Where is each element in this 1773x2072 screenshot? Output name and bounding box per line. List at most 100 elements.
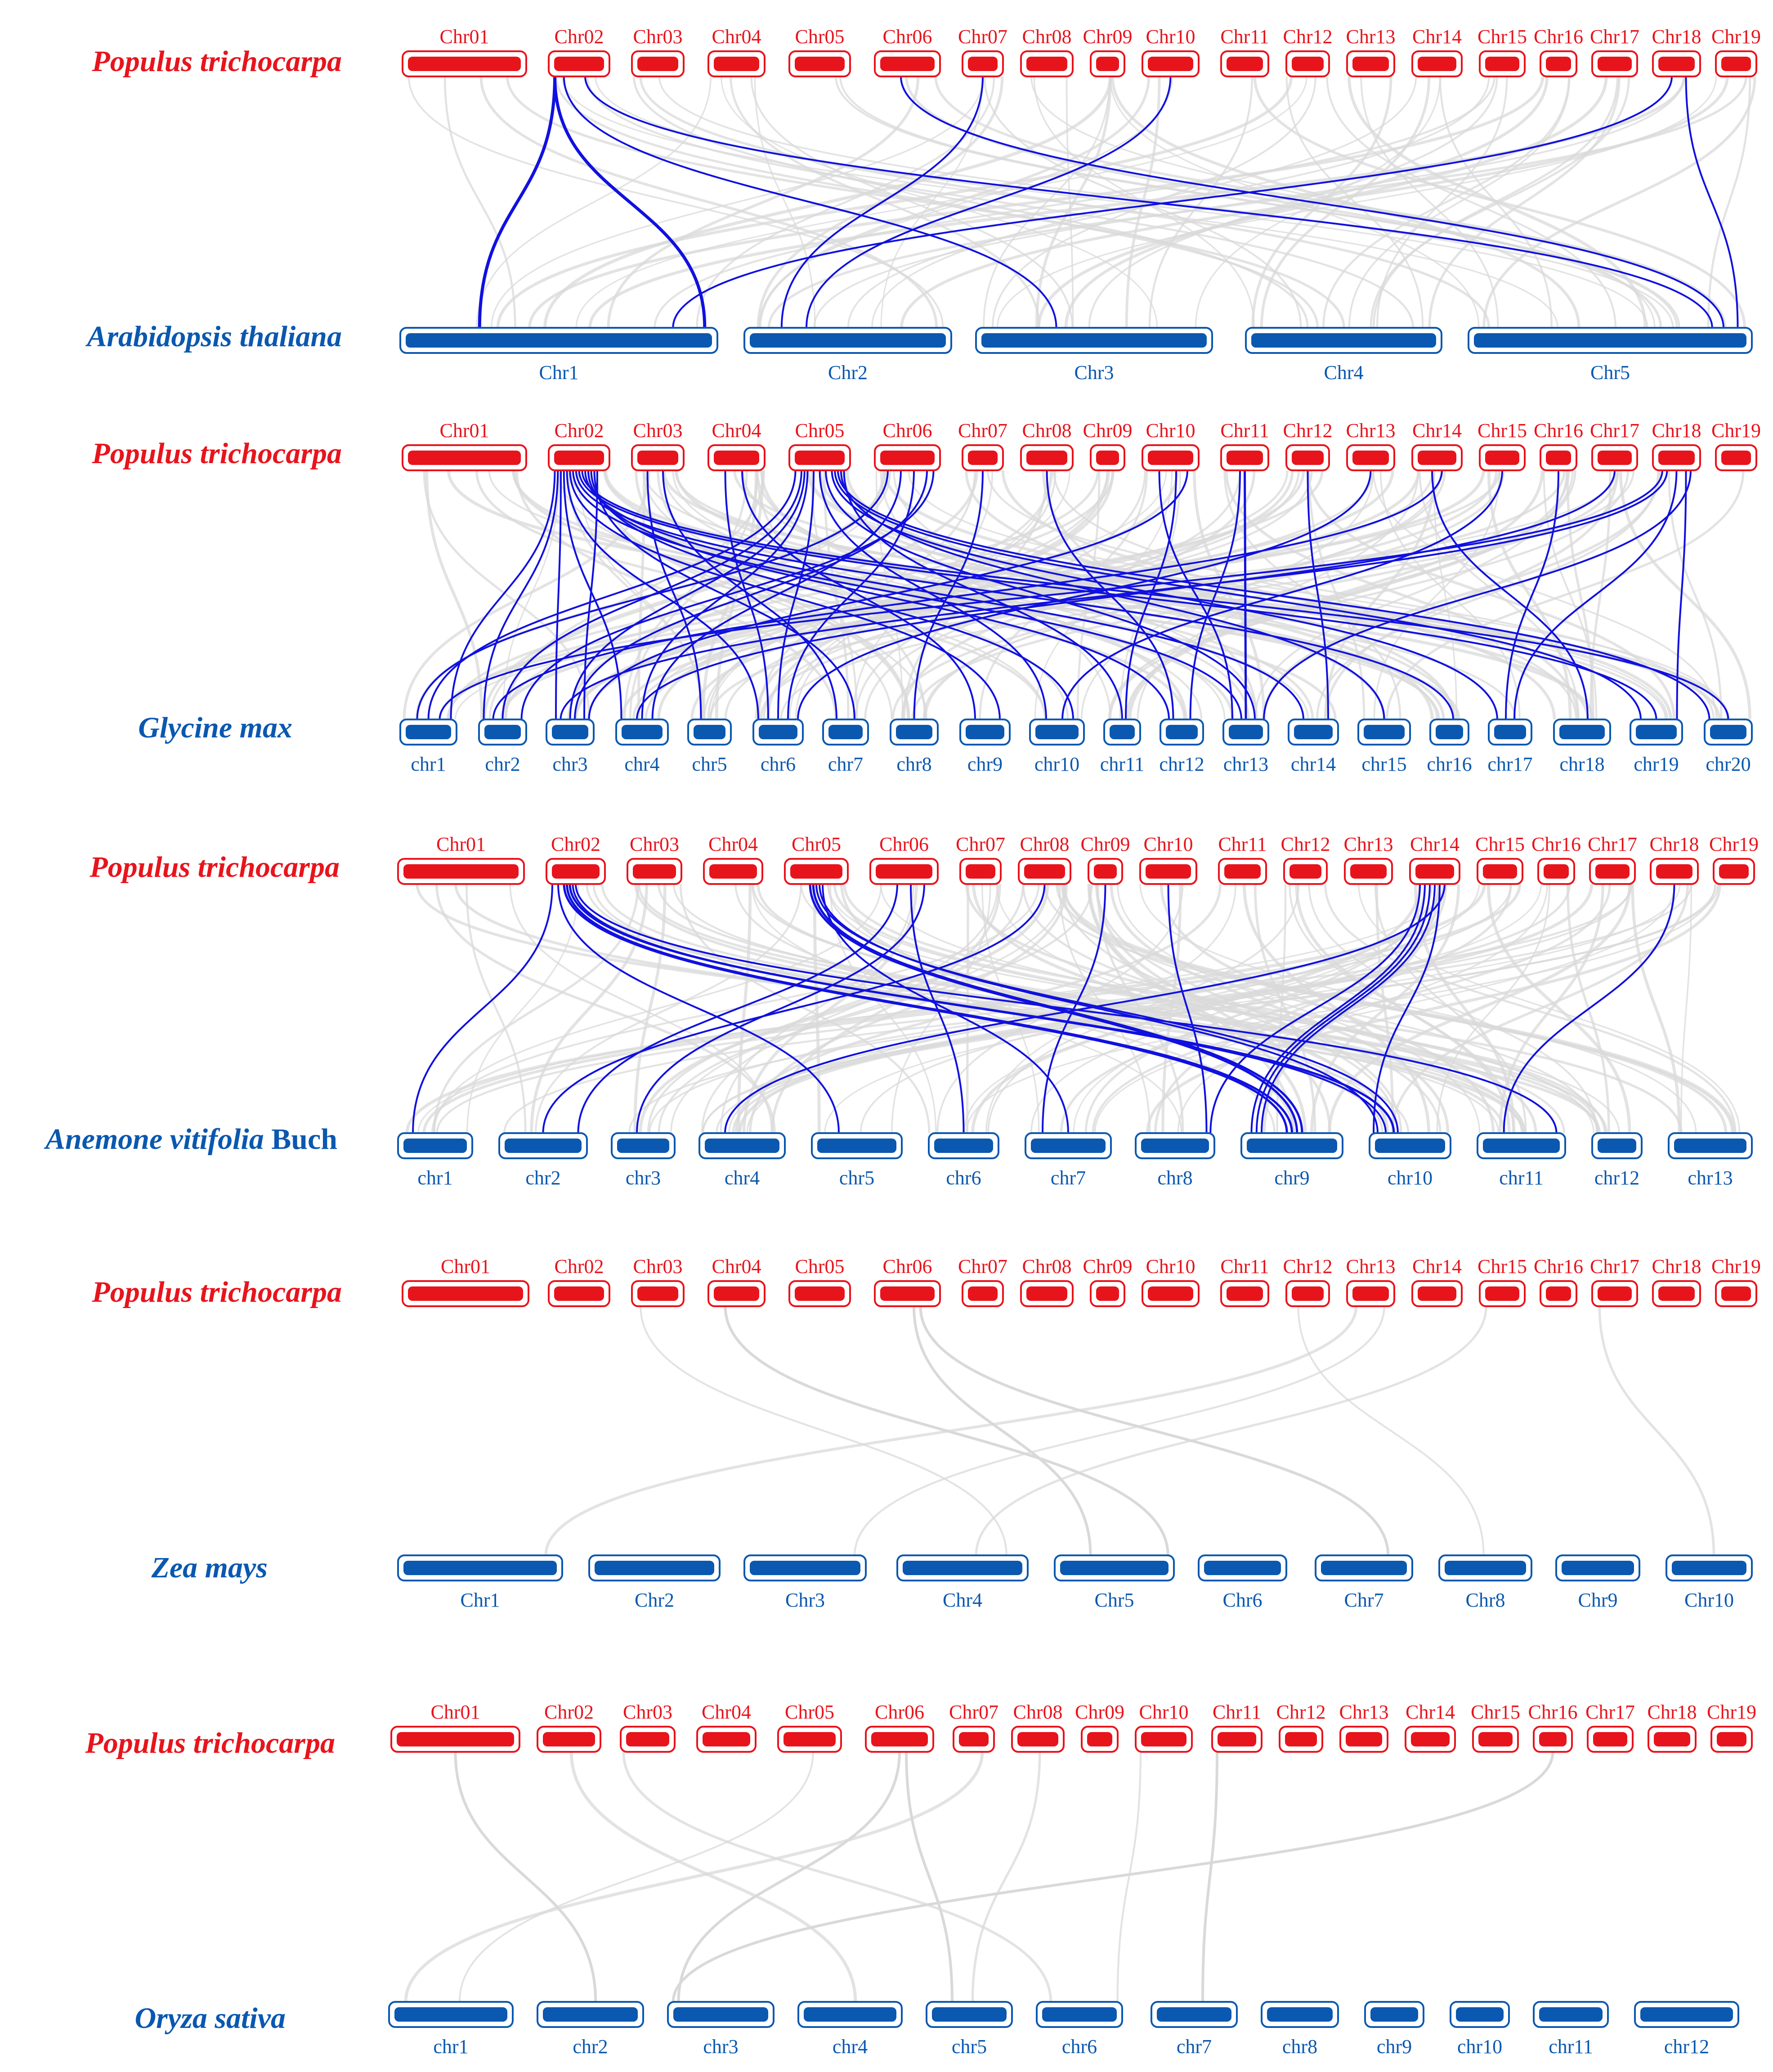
target-chromosome: chr9	[1240, 1132, 1343, 1189]
chromosome-bar	[1598, 1139, 1636, 1153]
background-synteny-links	[403, 76, 1756, 2002]
synteny-link	[566, 884, 1293, 1134]
reference-chromosome: Chr14	[1405, 1701, 1456, 1753]
background-link	[1064, 884, 1598, 1134]
target-chromosome: chr2	[478, 719, 527, 775]
target-chromosome-label: chr12	[1664, 2036, 1709, 2058]
reference-chromosome: Chr01	[402, 1255, 529, 1307]
background-link	[588, 76, 1686, 328]
chromosome-bar	[1658, 451, 1695, 465]
background-link	[756, 470, 1250, 720]
chromosome-tracks: Chr01 Chr02 Chr03 Chr04 Chr05 Chr06 Chr07 Chr08…	[388, 26, 1761, 2058]
background-link	[1499, 884, 1604, 1134]
background-link	[479, 76, 938, 328]
reference-chromosome-label: Chr02	[555, 1255, 604, 1277]
background-link	[604, 470, 1594, 720]
target-chromosome-label: chr5	[692, 753, 727, 775]
chromosome-bar	[1060, 1561, 1169, 1575]
synteny-link	[557, 884, 840, 1134]
target-chromosome-label: chr17	[1487, 753, 1532, 775]
target-chromosome-label: chr11	[1549, 2036, 1593, 2058]
reference-chromosome: Chr09	[1083, 420, 1133, 471]
chromosome-bar	[1445, 1561, 1526, 1575]
chromosome-bar	[817, 1139, 896, 1153]
background-link	[643, 470, 1517, 720]
synteny-link	[825, 470, 1256, 720]
panel5-reference-species: Populus trichocarpa	[85, 1727, 335, 1759]
target-chromosome: chr10	[1029, 719, 1085, 775]
background-link	[965, 884, 1716, 1134]
reference-chromosome: Chr18	[1652, 26, 1701, 77]
background-link	[639, 884, 1049, 1134]
reference-chromosome-label: Chr09	[1083, 26, 1133, 48]
chromosome-bar	[968, 451, 998, 465]
reference-chromosome-label: Chr14	[1412, 1255, 1462, 1277]
reference-chromosome-label: Chr13	[1346, 26, 1396, 48]
target-chromosome-label: chr5	[839, 1167, 874, 1189]
background-link	[443, 76, 516, 328]
reference-chromosome-label: Chr19	[1707, 1701, 1756, 1723]
reference-chromosome-label: Chr19	[1711, 420, 1761, 442]
reference-chromosome-label: Chr04	[708, 833, 758, 855]
reference-chromosome-label: Chr13	[1339, 1701, 1389, 1723]
reference-chromosome: Chr14	[1411, 1255, 1463, 1307]
background-link	[1374, 884, 1527, 1134]
background-link	[1177, 884, 1548, 1134]
background-link	[1436, 884, 1551, 1134]
background-link	[1088, 76, 1498, 328]
background-link	[1348, 76, 1571, 328]
reference-chromosome: Chr07	[956, 833, 1005, 885]
reference-chromosome: Chr08	[1020, 420, 1074, 471]
reference-chromosome-label: Chr03	[630, 833, 679, 855]
chromosome-bar	[1656, 864, 1692, 879]
chromosome-bar	[1087, 1732, 1112, 1746]
chromosome-bar	[871, 1732, 928, 1746]
chromosome-bar	[876, 864, 932, 879]
chromosome-bar	[828, 725, 863, 739]
chromosome-bar	[1546, 57, 1571, 71]
reference-chromosome-label: Chr09	[1083, 1255, 1133, 1277]
reference-chromosome-label: Chr19	[1709, 833, 1759, 855]
reference-chromosome: Chr11	[1211, 1701, 1263, 1753]
synteny-link	[1263, 470, 1692, 720]
synteny-link	[646, 470, 702, 720]
target-chromosome: chr20	[1704, 719, 1753, 775]
background-link	[530, 884, 649, 1134]
reference-chromosome: Chr05	[784, 833, 849, 885]
background-link	[408, 76, 944, 328]
background-link	[1707, 76, 1751, 328]
target-chromosome: Chr7	[1315, 1554, 1413, 1611]
reference-chromosome-label: Chr14	[1412, 26, 1462, 48]
target-chromosome-label: chr15	[1361, 753, 1406, 775]
synteny-link	[1307, 470, 1329, 720]
synteny-link	[583, 470, 598, 720]
reference-chromosome: Chr19	[1711, 420, 1761, 471]
synteny-link	[837, 470, 1710, 720]
target-chromosome: Chr2	[588, 1554, 721, 1611]
background-link	[677, 1751, 901, 2002]
reference-chromosome-label: Chr16	[1534, 1255, 1583, 1277]
chromosome-bar	[1294, 725, 1333, 739]
reference-chromosome: Chr14	[1411, 26, 1463, 77]
chromosome-bar	[1658, 57, 1695, 71]
synteny-link	[572, 470, 1242, 720]
background-link	[1201, 1751, 1218, 2002]
reference-chromosome-label: Chr14	[1410, 833, 1460, 855]
background-link	[971, 1751, 1041, 2002]
reference-chromosome: Chr02	[537, 1701, 601, 1753]
background-link	[403, 470, 650, 720]
chromosome-bar	[1721, 451, 1751, 465]
synteny-link	[439, 470, 1663, 720]
target-chromosome-label: chr9	[1377, 2036, 1412, 2058]
target-chromosome: chr16	[1427, 719, 1472, 775]
panel2-target-species: Glycine max	[138, 711, 292, 744]
reference-chromosome: Chr14	[1409, 833, 1460, 885]
target-chromosome-label: Chr2	[635, 1589, 674, 1611]
synteny-link	[1125, 470, 1177, 720]
background-link	[1139, 884, 1697, 1134]
synteny-link	[651, 470, 902, 720]
reference-chromosome: Chr17	[1590, 26, 1639, 77]
synteny-link	[1189, 470, 1241, 720]
background-link	[702, 884, 1719, 1134]
reference-chromosome: Chr10	[1142, 420, 1200, 471]
